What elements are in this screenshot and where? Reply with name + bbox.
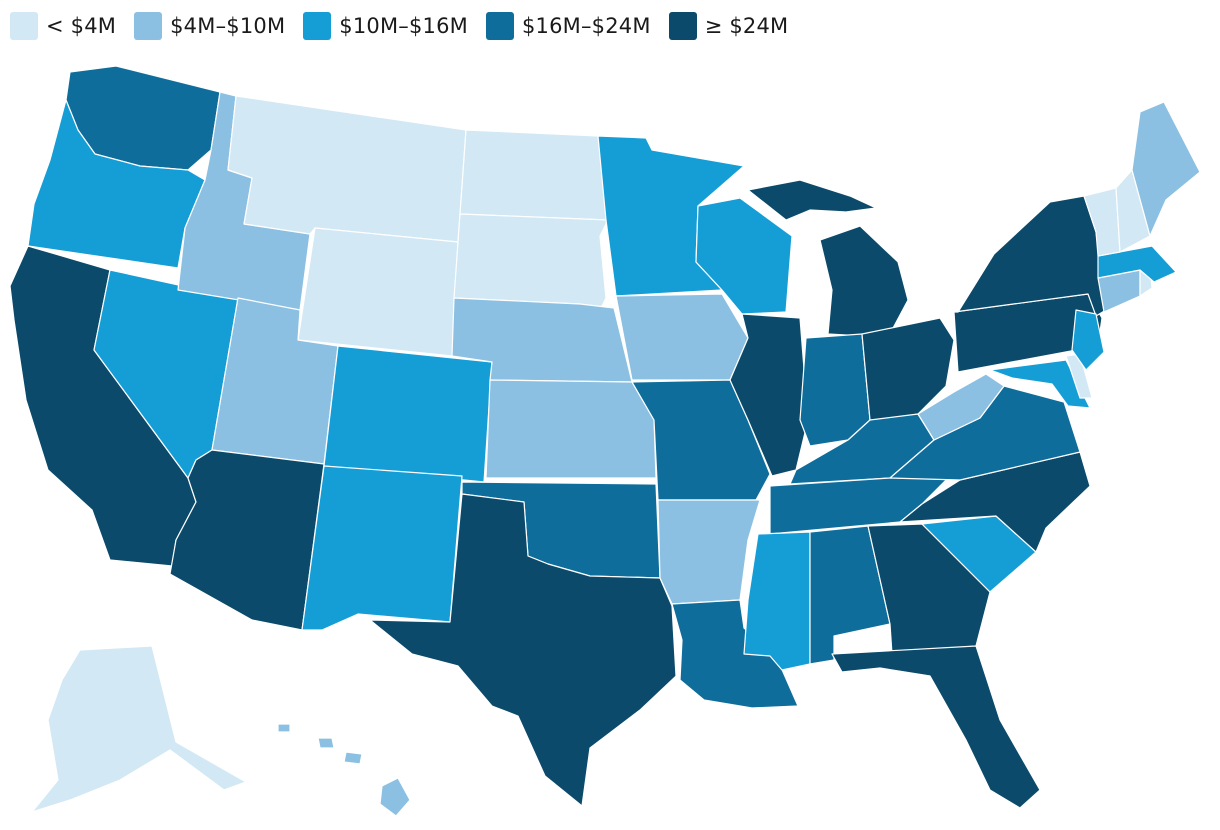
legend: < $4M $4M–$10M $10M–$16M $16M–$24M ≥ $24… xyxy=(10,12,788,40)
state-new-jersey xyxy=(1071,309,1105,371)
state-wyoming xyxy=(297,227,459,357)
legend-item-16m-24m: $16M–$24M xyxy=(485,12,651,40)
state-west-virginia xyxy=(917,373,1005,441)
state-massachusetts xyxy=(1097,245,1177,283)
state-kansas xyxy=(485,379,657,479)
state-florida xyxy=(831,645,1041,809)
legend-label: $4M–$10M xyxy=(170,14,286,38)
state-maine xyxy=(1131,101,1201,237)
legend-swatch xyxy=(303,12,332,40)
state-north-carolina xyxy=(899,451,1091,553)
state-vermont xyxy=(1083,187,1121,257)
state-new-mexico xyxy=(301,465,463,631)
state-colorado xyxy=(323,345,493,483)
legend-swatch xyxy=(134,12,163,40)
legend-label: < $4M xyxy=(46,14,117,38)
legend-item-10m-16m: $10M–$16M xyxy=(303,12,468,40)
state-hawaii xyxy=(277,723,291,733)
state-arizona xyxy=(169,449,325,631)
state-maryland xyxy=(989,359,1091,409)
state-wisconsin xyxy=(695,197,793,315)
state-texas xyxy=(369,493,677,807)
state-mississippi xyxy=(743,531,811,671)
legend-label: $10M–$16M xyxy=(339,14,468,38)
legend-item-4m-10m: $4M–$10M xyxy=(134,12,285,40)
state-hawaii xyxy=(343,751,363,765)
legend-swatch xyxy=(10,12,38,40)
state-louisiana xyxy=(671,599,799,709)
state-montana xyxy=(227,95,467,243)
state-michigan xyxy=(819,225,909,337)
state-hawaii xyxy=(317,737,335,749)
state-iowa xyxy=(615,293,749,381)
legend-item-over-24m: ≥ $24M xyxy=(668,12,789,40)
legend-swatch xyxy=(485,12,514,40)
state-hawaii xyxy=(379,777,411,817)
state-north-dakota xyxy=(459,129,609,221)
state-alaska xyxy=(31,645,247,813)
state-michigan xyxy=(747,179,877,221)
legend-swatch xyxy=(668,12,697,40)
state-arkansas xyxy=(657,499,761,605)
legend-label: $16M–$24M xyxy=(521,14,651,38)
state-illinois xyxy=(729,313,809,477)
legend-label: ≥ $24M xyxy=(704,14,789,38)
legend-item-under-4m: < $4M xyxy=(10,12,116,40)
